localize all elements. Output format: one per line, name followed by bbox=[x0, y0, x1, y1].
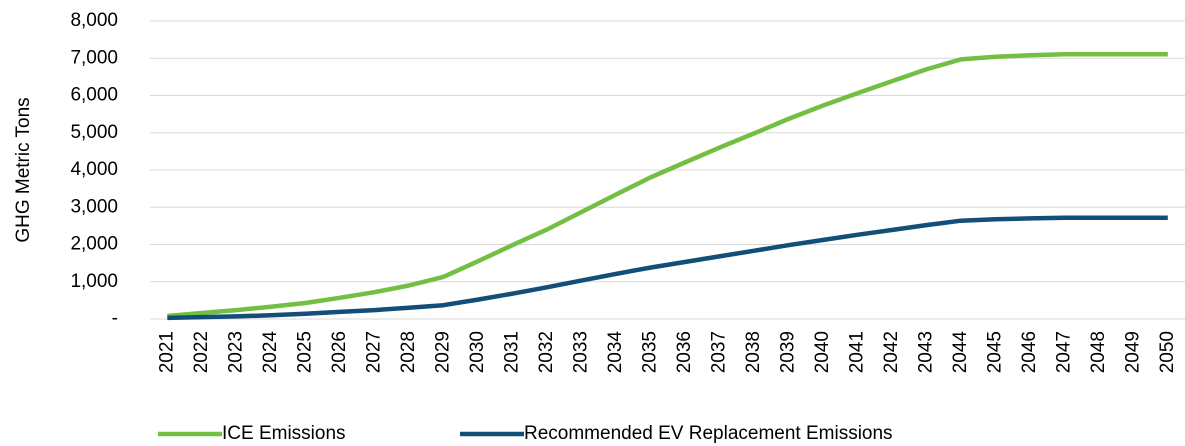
x-tick-label: 2025 bbox=[294, 331, 315, 373]
x-tick-label: 2032 bbox=[536, 331, 557, 373]
legend-label: ICE Emissions bbox=[222, 423, 346, 444]
x-tick-label: 2026 bbox=[329, 331, 350, 373]
y-tick-label: 6,000 bbox=[70, 85, 118, 106]
x-tick-label: 2033 bbox=[570, 331, 591, 373]
y-axis-label: GHG Metric Tons bbox=[13, 97, 34, 242]
y-tick-label: 2,000 bbox=[70, 234, 118, 255]
y-tick-label: - bbox=[112, 308, 118, 329]
x-tick-label: 2021 bbox=[156, 331, 177, 373]
x-tick-label: 2046 bbox=[1019, 331, 1040, 373]
x-tick-label: 2027 bbox=[363, 331, 384, 373]
y-tick-label: 7,000 bbox=[70, 47, 118, 68]
y-tick-label: 3,000 bbox=[70, 196, 118, 217]
x-tick-label: 2023 bbox=[225, 331, 246, 373]
x-tick-label: 2048 bbox=[1088, 331, 1109, 373]
x-tick-label: 2040 bbox=[812, 331, 833, 373]
x-tick-label: 2050 bbox=[1157, 331, 1178, 373]
legend-label: Recommended EV Replacement Emissions bbox=[524, 423, 893, 444]
x-tick-label: 2043 bbox=[915, 331, 936, 373]
x-tick-label: 2036 bbox=[674, 331, 695, 373]
x-tick-label: 2029 bbox=[432, 331, 453, 373]
series-line bbox=[167, 215, 1168, 321]
x-tick-label: 2047 bbox=[1053, 331, 1074, 373]
x-tick-label: 2039 bbox=[777, 331, 798, 373]
x-tick-label: 2024 bbox=[260, 331, 281, 374]
series-line bbox=[167, 51, 1168, 319]
y-tick-label: 5,000 bbox=[70, 122, 118, 143]
x-tick-label: 2030 bbox=[467, 331, 488, 373]
x-tick-label: 2038 bbox=[743, 331, 764, 373]
x-tick-label: 2034 bbox=[605, 331, 626, 374]
x-tick-label: 2037 bbox=[708, 331, 729, 373]
x-tick-label: 2022 bbox=[191, 331, 212, 373]
x-tick-label: 2041 bbox=[846, 331, 867, 373]
y-tick-label: 4,000 bbox=[70, 159, 118, 180]
x-tick-label: 2035 bbox=[639, 331, 660, 373]
x-tick-label: 2044 bbox=[950, 331, 971, 374]
x-tick-label: 2031 bbox=[501, 331, 522, 373]
x-tick-label: 2049 bbox=[1122, 331, 1143, 373]
y-tick-label: 8,000 bbox=[70, 10, 118, 31]
y-tick-label: 1,000 bbox=[70, 271, 118, 292]
x-tick-label: 2045 bbox=[984, 331, 1005, 373]
x-tick-label: 2028 bbox=[398, 331, 419, 373]
x-tick-label: 2042 bbox=[881, 331, 902, 373]
